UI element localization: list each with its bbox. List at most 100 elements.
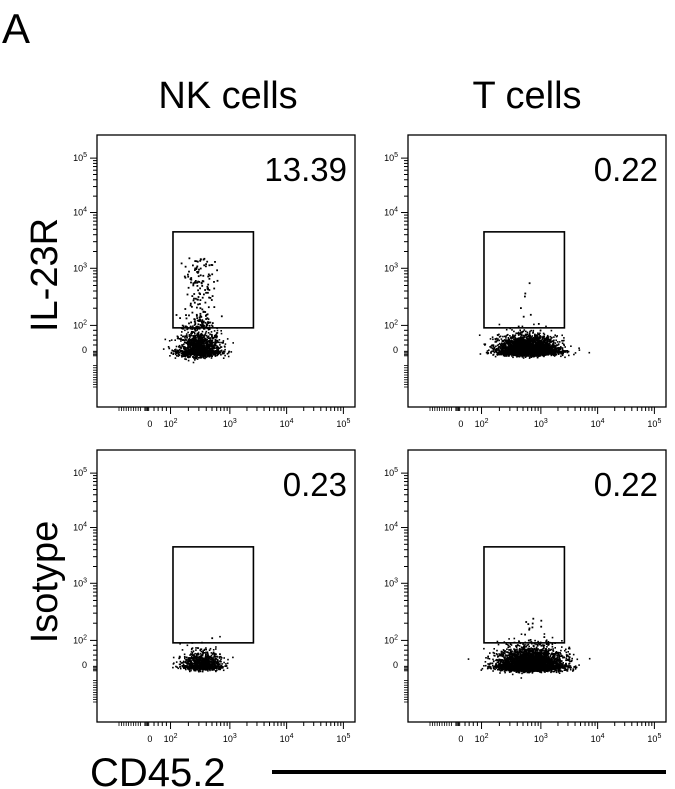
event-dot <box>534 336 537 338</box>
event-dot <box>494 350 497 353</box>
event-dot <box>505 337 507 339</box>
event-dot <box>202 310 205 313</box>
event-dot <box>503 347 505 349</box>
event-dot <box>502 352 504 354</box>
event-dot <box>187 343 189 345</box>
event-dot <box>208 264 211 267</box>
event-dot <box>195 313 198 316</box>
event-dot <box>211 346 213 349</box>
event-dot <box>562 349 564 351</box>
event-dot <box>551 349 554 351</box>
event-dot <box>550 354 553 357</box>
event-dot <box>203 347 206 349</box>
event-dot <box>199 267 202 270</box>
event-dot <box>214 340 217 343</box>
event-dot <box>192 339 195 342</box>
event-dot <box>195 268 198 270</box>
event-dot <box>184 276 187 279</box>
event-dot <box>191 338 193 341</box>
event-dot <box>216 353 219 355</box>
event-dot <box>197 303 199 306</box>
event-dot <box>189 346 192 349</box>
event-dot <box>512 340 515 343</box>
event-dot <box>194 330 197 332</box>
event-dot <box>175 351 177 353</box>
event-dot <box>188 270 190 273</box>
event-dot <box>542 332 545 335</box>
event-dot <box>502 340 504 342</box>
event-dot <box>200 354 202 356</box>
y-tick-label: 103 <box>384 262 398 273</box>
event-dot <box>588 351 591 354</box>
event-dot <box>181 331 183 333</box>
event-dot <box>557 343 560 345</box>
event-dot <box>193 331 196 333</box>
event-dot <box>185 339 188 341</box>
event-dot <box>170 339 173 341</box>
event-dot <box>542 350 545 352</box>
event-dot <box>192 356 194 358</box>
event-dot <box>555 335 558 338</box>
event-dot <box>501 340 504 342</box>
event-dot <box>199 340 201 342</box>
event-dot <box>547 347 549 350</box>
event-dot <box>502 345 505 347</box>
event-dot <box>505 355 508 357</box>
event-dot <box>175 345 178 348</box>
event-dot <box>494 341 497 343</box>
event-dot <box>564 346 566 348</box>
event-dot <box>190 341 192 344</box>
event-dot <box>206 338 208 341</box>
event-dot <box>211 355 213 358</box>
event-dot <box>210 357 213 359</box>
event-dot <box>556 344 559 346</box>
event-dot <box>168 340 171 342</box>
event-dot <box>500 344 503 346</box>
x-tick-label: 105 <box>336 418 350 429</box>
event-dot <box>570 345 572 347</box>
event-dot <box>540 341 543 344</box>
event-dot <box>174 339 176 341</box>
event-dot <box>561 342 564 344</box>
event-dot <box>213 334 216 337</box>
event-dot <box>211 343 213 345</box>
event-dot <box>194 354 196 356</box>
event-dot <box>528 355 530 357</box>
event-dot <box>185 333 188 335</box>
event-dot <box>196 306 198 309</box>
event-dot <box>191 343 193 345</box>
event-dot <box>562 340 564 342</box>
event-dot <box>186 336 188 338</box>
event-dot <box>504 343 507 346</box>
event-dot <box>492 350 494 352</box>
event-dot <box>177 353 180 356</box>
event-dot <box>197 350 199 353</box>
event-dot <box>211 295 214 297</box>
event-dot <box>199 293 201 295</box>
event-dot <box>554 351 557 354</box>
event-dot <box>547 345 549 347</box>
event-dot <box>534 335 536 337</box>
event-dot <box>199 312 202 315</box>
event-dot <box>188 340 190 342</box>
event-dot <box>211 325 214 328</box>
event-dot <box>540 347 542 349</box>
event-dot <box>203 351 205 354</box>
event-dot <box>211 335 213 338</box>
event-dot <box>563 339 565 342</box>
event-dot <box>553 339 555 342</box>
event-dot <box>178 338 181 340</box>
event-dot <box>510 339 513 342</box>
event-dot <box>509 335 511 337</box>
event-dot <box>185 314 187 316</box>
event-dot <box>214 351 216 354</box>
event-dot <box>510 343 513 346</box>
event-dot <box>210 343 212 345</box>
event-dot <box>505 350 508 353</box>
event-dot <box>180 347 182 349</box>
event-dot <box>500 351 503 353</box>
event-dot <box>214 338 217 341</box>
event-dot <box>190 348 192 350</box>
event-dot <box>204 289 206 291</box>
event-dot <box>514 339 517 341</box>
